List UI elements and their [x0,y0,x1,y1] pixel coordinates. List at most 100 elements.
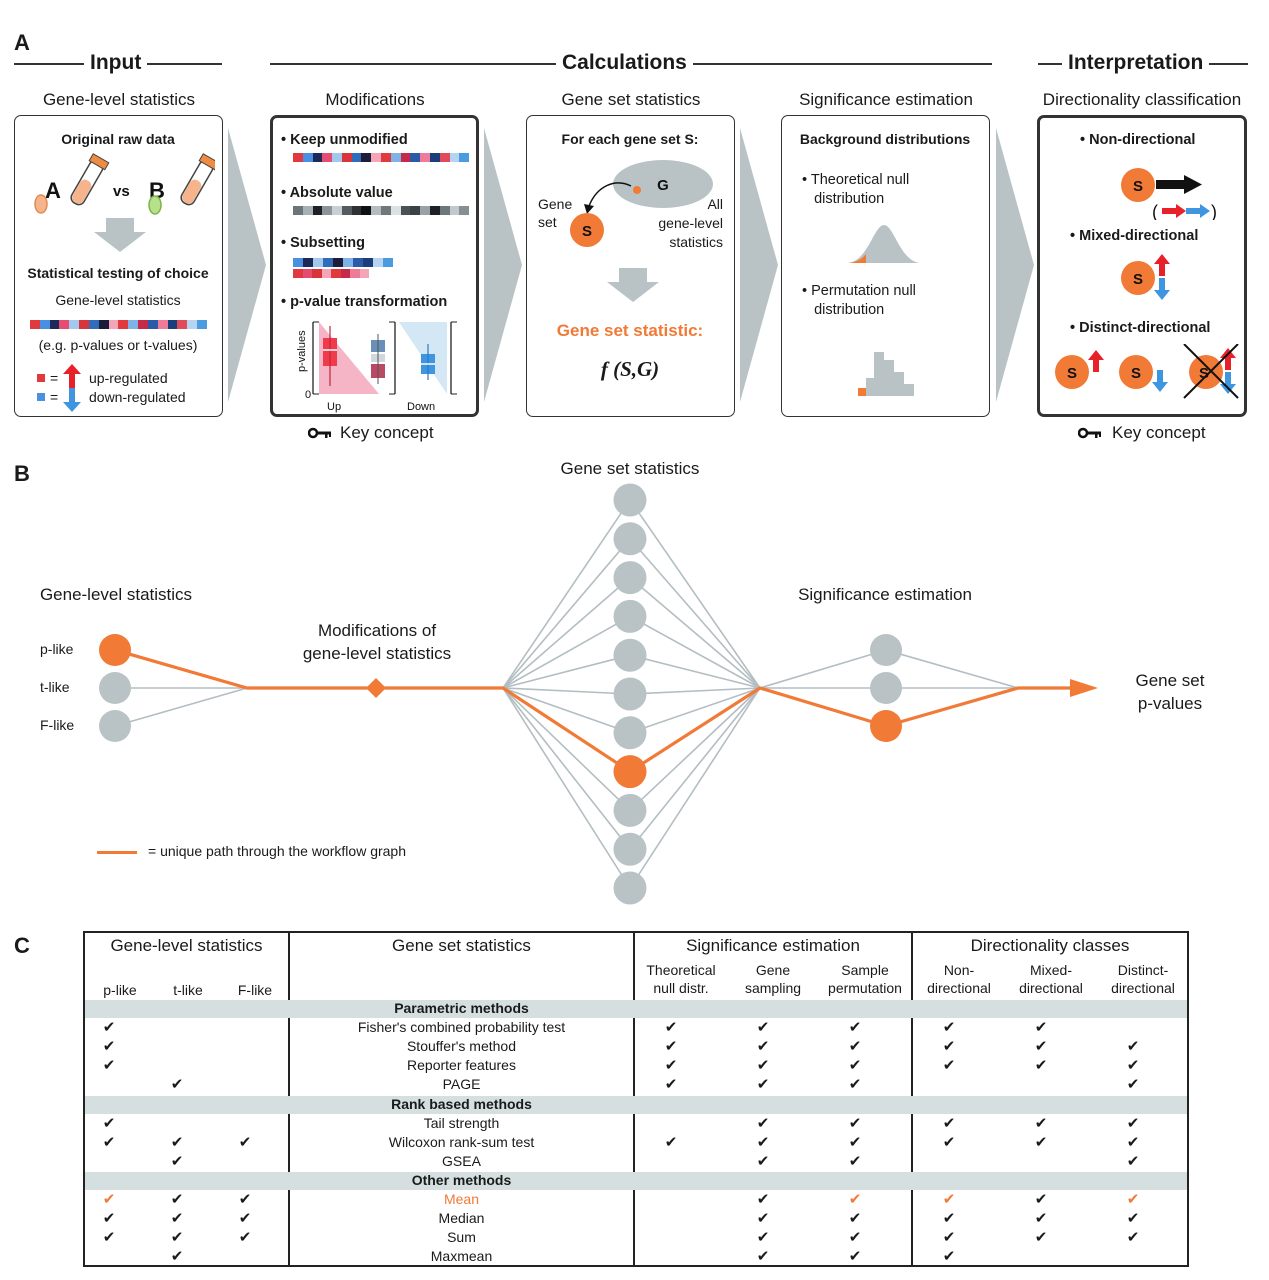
mixed-directional-icon: S [1121,254,1170,300]
group-band [85,1000,1187,1018]
arrow-3 [740,128,778,402]
all-stats-label: All gene-level statistics [658,196,723,250]
check-mark: ✔ [1034,1019,1048,1037]
col-directionality: Directionality classification [1042,90,1242,109]
edge-gs-out-0 [629,499,761,689]
check-mark: ✔ [1034,1133,1048,1151]
svg-text:S: S [1199,365,1209,382]
th-gene-set: Gene set statistics [392,936,531,955]
distinct-directional-title: • Distinct-directional [1070,320,1211,336]
edge-sig-out-0 [885,649,1019,689]
th-gene-level: Gene-level statistics [110,936,263,955]
distinct-directional-icons: S S S [1055,344,1239,399]
check-mark: ✔ [170,1076,184,1094]
edge-gs-in-9 [502,687,631,850]
check-mark: ✔ [942,1114,956,1132]
mixed-directional-title: • Mixed-directional [1070,228,1199,244]
statistic-strip [30,320,207,329]
method-name: Tail strength [423,1114,500,1131]
mod-item-1: • Keep unmodified [281,132,408,148]
mod-strip-3a [293,258,393,267]
formula: f (S,G) [600,357,660,381]
directionality-box: • Non-directional S ( ) • Mixed-directio… [1037,115,1247,417]
check-mark: ✔ [756,1210,770,1228]
check-mark: ✔ [848,1133,862,1151]
significance-node-2 [870,710,902,742]
check-mark: ✔ [848,1057,862,1075]
significance-node-0 [870,634,902,666]
svg-text:S: S [1133,178,1143,195]
check-mark: ✔ [102,1229,116,1247]
s-label: S [582,223,592,240]
edge-gs-in-0 [502,499,631,689]
check-mark: ✔ [942,1019,956,1037]
for-each-title: For each gene set S: [561,131,699,147]
gene-set-node-9 [613,832,647,866]
methods-table: Gene-level statistics Gene set statistic… [83,931,1189,1267]
edge-gs-out-9 [629,687,761,850]
check-mark: ✔ [170,1229,184,1247]
check-mark: ✔ [848,1114,862,1132]
check-mark: ✔ [664,1133,678,1151]
gene-set-node-1 [613,522,647,556]
check-mark: ✔ [942,1057,956,1075]
theoretical-null: • Theoretical null distribution [802,172,910,207]
check-mark: ✔ [1034,1038,1048,1056]
method-name: Fisher's combined probability test [357,1019,566,1036]
up-axis-label: Up [327,401,341,413]
check-mark: ✔ [1126,1133,1140,1151]
check-mark: ✔ [756,1248,770,1266]
permutation-histogram [858,352,914,396]
b-gene-set-label: Gene set statistics [560,459,700,478]
gene-set-node-6 [613,716,647,750]
th-significance: Significance estimation [686,936,860,955]
check-mark: ✔ [1034,1114,1048,1132]
check-mark: ✔ [756,1133,770,1151]
edge-gs-in-2 [502,576,631,689]
method-name: Maxmean [430,1248,493,1265]
edge-gs-out-3 [629,615,761,689]
svg-text:S: S [1067,365,1077,382]
check-mark: ✔ [170,1152,184,1170]
group-label: Rank based methods [391,1095,532,1112]
check-mark: ✔ [756,1019,770,1037]
check-mark: ✔ [102,1057,116,1075]
gene-set-node-8 [613,793,647,827]
check-mark: ✔ [102,1114,116,1132]
svg-text:(: ( [1152,202,1158,220]
testing-label: Statistical testing of choice [27,265,209,281]
sample-a-label: A [45,178,61,203]
check-mark: ✔ [1034,1057,1048,1075]
up-equals: = [50,370,59,386]
significance-node-1 [870,672,902,704]
edge-gs-in-10 [502,687,631,889]
check-mark: ✔ [848,1191,862,1208]
check-mark: ✔ [664,1076,678,1094]
method-name: Sum [447,1229,476,1246]
panel-b-letter: B [14,461,30,486]
mod-strip-1 [293,153,470,162]
gene-level-node-0 [99,634,131,666]
down-equals: = [50,389,59,405]
check-mark: ✔ [102,1038,116,1056]
edge-gs-in-1 [502,538,631,689]
non-directional-icon: S ( ) [1121,168,1217,220]
check-mark: ✔ [238,1133,252,1151]
edge-gs-out-6 [629,687,761,734]
method-name: Wilcoxon rank-sum test [388,1133,535,1150]
node-label-p: p-like [40,641,74,657]
svg-text:): ) [1211,202,1217,220]
flow-arrows [228,128,1034,402]
check-mark: ✔ [170,1191,184,1208]
check-mark: ✔ [756,1076,770,1094]
method-name: Stouffer's method [406,1038,517,1055]
check-mark: ✔ [1126,1038,1140,1056]
sub-theoretical: Theoretical null distr. [646,962,716,996]
edge-gs-in-6 [502,687,631,734]
gene-set-venn: G S [570,160,713,247]
gene-set-node-2 [613,561,647,595]
mod-item-3: • Subsetting [281,235,366,251]
check-mark: ✔ [756,1152,770,1170]
gene-level-node-2 [99,710,131,742]
sub-gene-sampling: Gene sampling [744,962,802,996]
